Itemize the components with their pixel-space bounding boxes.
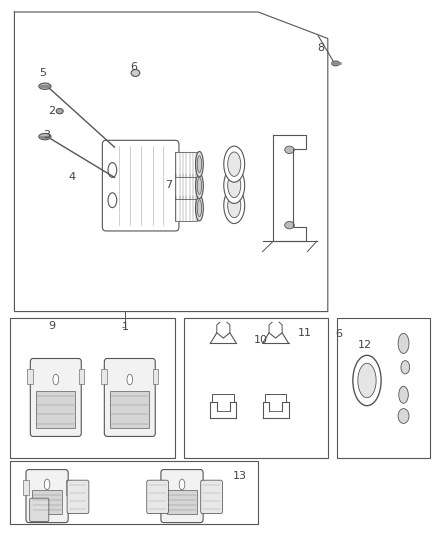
- Ellipse shape: [285, 146, 294, 154]
- Bar: [176, 174, 197, 199]
- Text: 9: 9: [48, 321, 55, 331]
- Ellipse shape: [398, 409, 409, 423]
- Text: 5: 5: [39, 68, 46, 78]
- Ellipse shape: [108, 193, 117, 208]
- Ellipse shape: [224, 167, 245, 204]
- Ellipse shape: [108, 163, 117, 177]
- Ellipse shape: [127, 374, 133, 385]
- Text: 1: 1: [122, 322, 129, 333]
- Text: 4: 4: [68, 172, 75, 182]
- Ellipse shape: [39, 83, 51, 90]
- Bar: [23, 480, 28, 495]
- Ellipse shape: [195, 151, 203, 177]
- FancyBboxPatch shape: [26, 470, 68, 522]
- Bar: [79, 369, 84, 384]
- Bar: [158, 480, 163, 495]
- Ellipse shape: [44, 479, 50, 490]
- Ellipse shape: [56, 109, 63, 114]
- Text: 13: 13: [233, 472, 247, 481]
- Bar: [10, 461, 258, 523]
- Bar: [27, 369, 33, 384]
- Ellipse shape: [195, 196, 203, 221]
- Ellipse shape: [195, 173, 203, 199]
- Bar: [184, 318, 328, 458]
- FancyBboxPatch shape: [147, 480, 169, 514]
- Ellipse shape: [197, 156, 201, 173]
- Bar: [176, 152, 197, 177]
- FancyBboxPatch shape: [104, 359, 155, 437]
- FancyBboxPatch shape: [201, 480, 223, 514]
- Text: 6: 6: [335, 329, 342, 340]
- Bar: [176, 196, 197, 221]
- Ellipse shape: [228, 173, 241, 198]
- Ellipse shape: [358, 364, 376, 398]
- Ellipse shape: [224, 188, 245, 223]
- Text: 2: 2: [48, 106, 55, 116]
- Bar: [201, 480, 206, 495]
- Ellipse shape: [197, 200, 201, 216]
- Bar: [101, 369, 107, 384]
- Text: 7: 7: [166, 180, 173, 190]
- Ellipse shape: [228, 193, 241, 217]
- FancyBboxPatch shape: [30, 359, 81, 437]
- Ellipse shape: [398, 333, 409, 353]
- Ellipse shape: [179, 479, 185, 490]
- FancyBboxPatch shape: [67, 480, 89, 514]
- Ellipse shape: [399, 386, 408, 403]
- Bar: [36, 391, 75, 428]
- FancyBboxPatch shape: [30, 498, 49, 521]
- Text: 12: 12: [358, 340, 372, 350]
- Bar: [110, 391, 149, 428]
- Bar: [66, 480, 71, 495]
- Ellipse shape: [353, 356, 381, 406]
- Ellipse shape: [401, 361, 410, 374]
- Ellipse shape: [228, 152, 241, 176]
- Ellipse shape: [224, 146, 245, 182]
- Ellipse shape: [53, 374, 59, 385]
- Text: 8: 8: [318, 43, 325, 53]
- Text: 3: 3: [44, 130, 50, 140]
- FancyBboxPatch shape: [161, 470, 203, 522]
- Text: 11: 11: [298, 328, 312, 338]
- Ellipse shape: [332, 61, 339, 66]
- Bar: [167, 490, 197, 514]
- Bar: [32, 490, 62, 514]
- Ellipse shape: [285, 221, 294, 229]
- Bar: [336, 318, 430, 458]
- Bar: [152, 369, 158, 384]
- FancyBboxPatch shape: [102, 140, 179, 231]
- Bar: [10, 318, 176, 458]
- Ellipse shape: [131, 69, 140, 76]
- Ellipse shape: [39, 133, 51, 140]
- Text: 6: 6: [131, 62, 138, 72]
- Ellipse shape: [197, 177, 201, 195]
- Text: 10: 10: [253, 335, 267, 345]
